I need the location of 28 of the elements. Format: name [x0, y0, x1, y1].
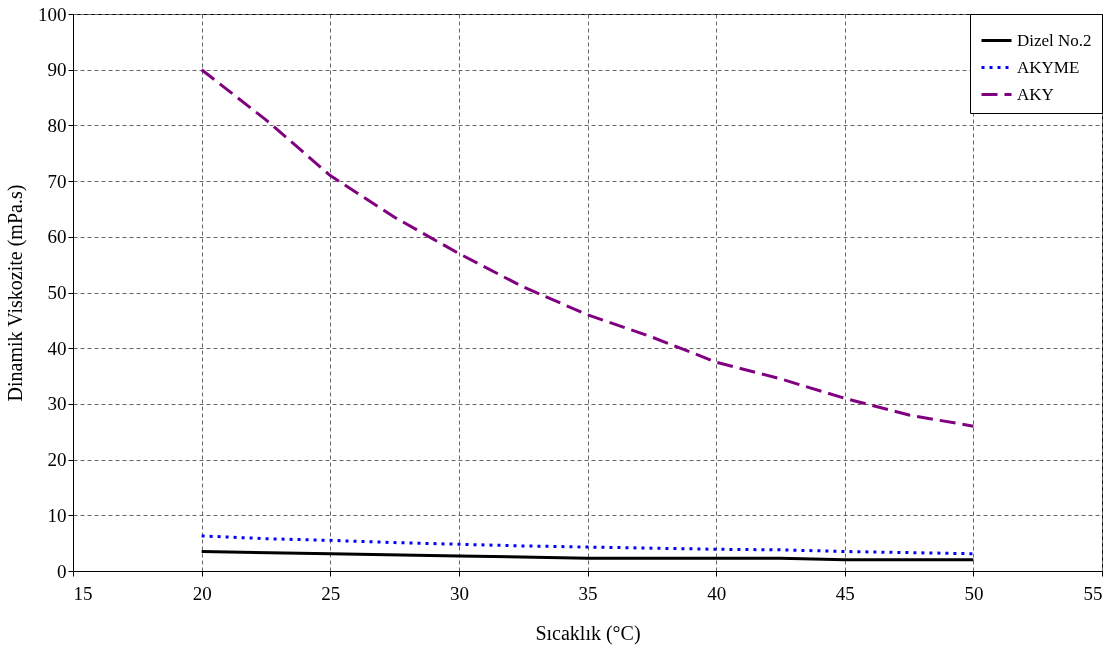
- x-tick-label: 45: [835, 582, 855, 604]
- x-tick-label: 50: [964, 582, 984, 604]
- y-tick-label: 60: [47, 226, 67, 248]
- x-tick-label: 25: [321, 582, 341, 604]
- y-tick-label: 70: [47, 170, 67, 192]
- x-tick-label: 40: [707, 582, 727, 604]
- y-tick-label: 10: [47, 504, 67, 526]
- y-tick-label: 40: [47, 337, 67, 359]
- x-axis-title: Sıcaklık (°C): [535, 621, 641, 645]
- x-tick-label: 55: [1083, 582, 1103, 604]
- x-tick-label: 35: [578, 582, 598, 604]
- legend-label: AKY: [1017, 84, 1054, 104]
- y-tick-label: 100: [38, 3, 67, 25]
- line-series: [200, 534, 975, 556]
- line-series: [200, 68, 975, 428]
- y-axis-title: Dinamik Viskozite (mPa.s): [4, 184, 27, 402]
- y-tick-label: 80: [47, 114, 67, 136]
- legend-label: AKYME: [1017, 57, 1080, 77]
- legend-label: Dizel No.2: [1017, 30, 1092, 50]
- y-tick-label: 30: [47, 393, 67, 415]
- line-series: [200, 550, 975, 562]
- x-tick-label: 20: [192, 582, 212, 604]
- y-tick-label: 20: [47, 449, 67, 471]
- y-tick-label: 90: [47, 59, 67, 81]
- x-tick-label: 30: [449, 582, 469, 604]
- y-tick-label: 50: [47, 282, 67, 303]
- y-tick-label: 0: [57, 560, 67, 582]
- x-tick-label: 15: [73, 582, 93, 604]
